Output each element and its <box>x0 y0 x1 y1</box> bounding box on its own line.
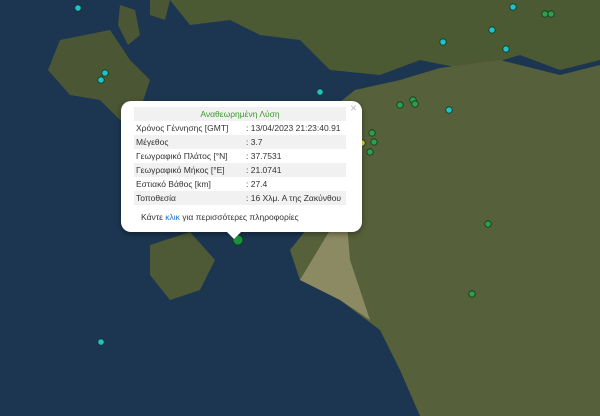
detail-row: Γεωγραφικό Πλάτος [°N] : 37.7531 <box>134 149 346 163</box>
earthquake-marker[interactable] <box>101 69 109 77</box>
ithaca <box>118 5 140 45</box>
mainland-north <box>170 0 600 75</box>
close-icon[interactable]: × <box>349 101 357 115</box>
earthquake-marker[interactable] <box>488 26 496 34</box>
earthquake-marker[interactable] <box>368 129 376 137</box>
earthquake-marker[interactable] <box>396 101 404 109</box>
kefalonia <box>48 30 150 120</box>
earthquake-marker[interactable] <box>97 76 105 84</box>
detail-value: : 37.7531 <box>246 151 282 161</box>
earthquake-marker[interactable] <box>484 220 492 228</box>
detail-label: Μέγεθος <box>134 135 244 149</box>
popup-tail <box>225 230 243 239</box>
earthquake-marker[interactable] <box>509 3 517 11</box>
detail-label: Γεωγραφικό Μήκος [°E] <box>134 163 244 177</box>
detail-value: : 21.0741 <box>244 163 347 177</box>
earthquake-marker[interactable] <box>541 10 549 18</box>
detail-value: : 13/04/2023 21:23:40.91 <box>246 123 341 133</box>
plain-west <box>300 200 370 320</box>
detail-value: : 3.7 <box>244 135 347 149</box>
earthquake-marker[interactable] <box>370 138 378 146</box>
detail-label: Χρόνος Γέννησης [GMT] <box>136 123 229 133</box>
earthquake-marker[interactable] <box>502 45 510 53</box>
earthquake-marker[interactable] <box>439 38 447 46</box>
detail-row: Τοποθεσία: 16 Χλμ. Α της Ζακύνθου <box>134 191 347 205</box>
earthquake-marker[interactable] <box>445 106 453 114</box>
more-info-link[interactable]: κλικ <box>165 212 180 222</box>
detail-label: Γεωγραφικό Πλάτος [°N] <box>136 151 228 161</box>
earthquake-marker[interactable] <box>411 100 419 108</box>
detail-row: Χρόνος Γέννησης [GMT] : 13/04/2023 21:23:… <box>134 121 346 135</box>
earthquake-marker[interactable] <box>547 10 555 18</box>
detail-row: Γεωγραφικό Μήκος [°E]: 21.0741 <box>134 163 347 177</box>
detail-label: Τοποθεσία <box>134 191 244 205</box>
popup-title: Αναθεωρημένη Λύση <box>134 107 347 121</box>
event-details-table: Αναθεωρημένη Λύση Χρόνος Γέννησης [GMT]:… <box>134 107 347 205</box>
earthquake-marker[interactable] <box>97 338 105 346</box>
detail-value: : 27.4 <box>246 179 268 189</box>
detail-label: Εστιακό Βάθος [km] <box>136 179 211 189</box>
earthquake-popup: × Αναθεωρημένη Λύση Χρόνος Γέννησης [GMT… <box>121 101 362 232</box>
peloponnese <box>290 60 600 416</box>
earthquake-marker[interactable] <box>468 290 476 298</box>
lefkada <box>150 0 170 20</box>
earthquake-marker[interactable] <box>74 4 82 12</box>
more-info-text: Κάντε κλικ για περισσότερες πληροφορίες <box>141 212 299 222</box>
earthquake-marker[interactable] <box>316 88 324 96</box>
zakynthos <box>150 232 215 300</box>
detail-value: : 16 Χλμ. Α της Ζακύνθου <box>244 191 347 205</box>
detail-row: Μέγεθος: 3.7 <box>134 135 347 149</box>
earthquake-marker[interactable] <box>366 148 374 156</box>
detail-row: Εστιακό Βάθος [km] : 27.4 <box>134 177 346 191</box>
